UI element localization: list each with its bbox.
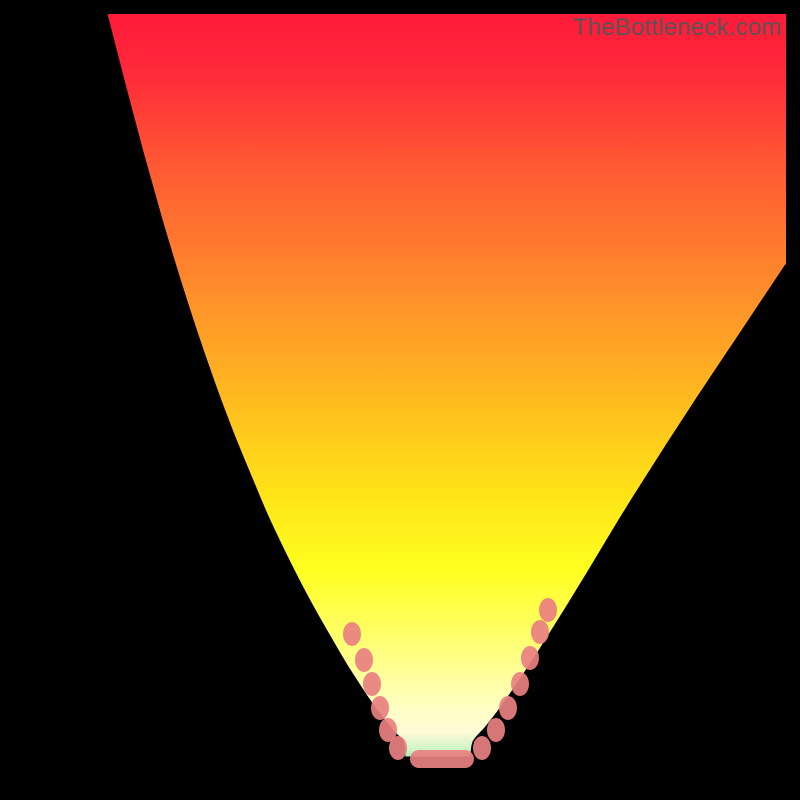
curve-marker: [499, 696, 517, 720]
stage: TheBottleneck.com: [0, 0, 800, 800]
curve-marker: [371, 696, 389, 720]
watermark-text: TheBottleneck.com: [573, 14, 782, 42]
curve-marker: [473, 736, 491, 760]
chart-svg: [14, 14, 786, 786]
curve-marker: [487, 718, 505, 742]
curve-bottom-capsule: [410, 750, 474, 768]
curve-marker: [389, 736, 407, 760]
curve-marker: [531, 620, 549, 644]
curve-marker: [539, 598, 557, 622]
curve-marker: [511, 672, 529, 696]
curve-marker: [355, 648, 373, 672]
chart-plot: [14, 14, 786, 786]
curve-marker: [363, 672, 381, 696]
curve-marker: [521, 646, 539, 670]
curve-marker: [343, 622, 361, 646]
